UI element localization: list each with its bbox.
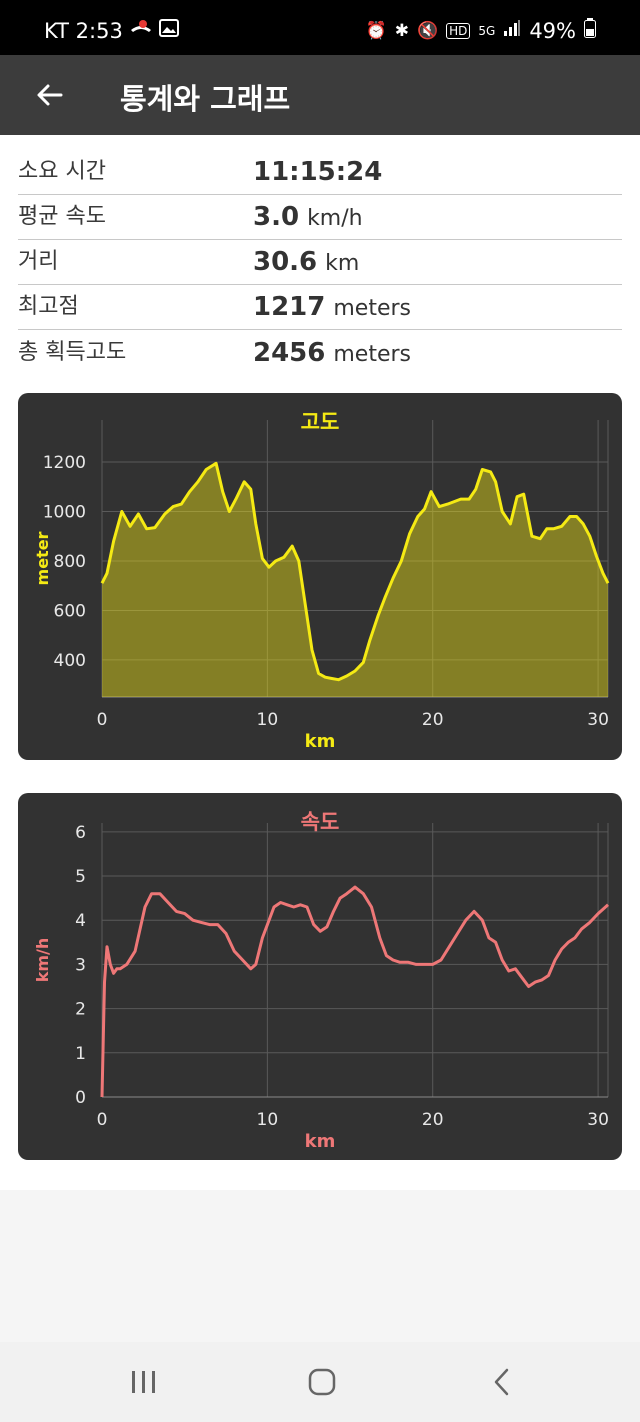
app-bar: 통계와 그래프 (0, 55, 640, 135)
stat-number: 3.0 (253, 202, 300, 232)
signal-icon (503, 20, 521, 41)
battery-icon (584, 18, 596, 43)
series-area (102, 463, 608, 697)
elevation-chart-card: 0 10 20 30 400 600 800 1000 1200 고도 km meter (18, 393, 622, 760)
stat-row: 거리 30.6 km (18, 240, 622, 285)
nav-back-icon (494, 1368, 509, 1396)
x-tick-label: 0 (97, 710, 108, 730)
bluetooth-icon: ✱ (394, 20, 409, 41)
chart-title: 고도 (301, 410, 340, 434)
y-tick-label: 6 (75, 823, 86, 843)
mute-icon: 🔇 (416, 20, 439, 41)
x-tick-label: 20 (422, 1110, 444, 1130)
x-tick-label: 30 (587, 710, 609, 730)
x-tick-label: 0 (97, 1110, 108, 1130)
stat-number: 30.6 (253, 247, 318, 277)
y-tick-label: 1 (75, 1044, 86, 1064)
y-tick-label: 800 (54, 552, 86, 572)
chart-title: 속도 (301, 810, 340, 834)
stat-row: 최고점 1217 meters (18, 285, 622, 330)
y-tick-label: 3 (75, 955, 86, 975)
y-tick-label: 0 (75, 1088, 86, 1108)
home-button[interactable] (292, 1362, 352, 1402)
y-axis-label: meter (33, 531, 52, 585)
nav-back-button[interactable] (472, 1362, 532, 1402)
stat-row: 총 획득고도 2456 meters (18, 330, 622, 375)
stat-value: 1217 meters (253, 292, 411, 322)
stat-unit: km (325, 251, 360, 276)
stat-row: 소요 시간 11:15:24 (18, 150, 622, 195)
stat-value: 2456 meters (253, 338, 411, 368)
stat-number: 1217 (253, 292, 326, 322)
stat-number: 11:15:24 (253, 157, 383, 187)
y-axis-label: km/h (33, 938, 52, 983)
network-5g-icon: 5G (478, 23, 496, 38)
stat-label: 총 획득고도 (18, 340, 127, 365)
recent-apps-icon (132, 1371, 155, 1393)
stat-label: 최고점 (18, 294, 79, 319)
y-tick-label: 400 (54, 651, 86, 671)
stat-number: 2456 (253, 338, 326, 368)
status-left: KT 2:53 (44, 18, 179, 43)
x-tick-label: 30 (587, 1110, 609, 1130)
y-tick-label: 5 (75, 867, 86, 887)
stat-row: 평균 속도 3.0 km/h (18, 195, 622, 240)
content-area: 소요 시간 11:15:24 평균 속도 3.0 km/h 거리 30.6 km 최고점 1217… (0, 135, 640, 1190)
hd-voice-icon: HD (446, 22, 471, 39)
system-navigation-bar (0, 1342, 640, 1422)
stat-unit: meters (333, 296, 412, 321)
stat-unit: meters (333, 342, 412, 367)
series-line (100, 461, 610, 682)
elevation-chart: 0 10 20 30 400 600 800 1000 1200 고도 km meter (33, 410, 610, 752)
speed-chart: 0 10 20 30 0 1 2 3 4 5 6 속도 km km/h (33, 810, 609, 1152)
x-axis-label: km (305, 1131, 336, 1152)
arrow-left-icon (37, 84, 63, 106)
series-line (100, 885, 609, 1098)
carrier-time: KT 2:53 (44, 18, 123, 43)
status-right: ⏰ ✱ 🔇 HD 5G 49% (366, 18, 596, 43)
stat-value: 3.0 km/h (253, 202, 363, 232)
gallery-icon (158, 19, 179, 42)
x-tick-label: 10 (257, 1110, 279, 1130)
x-tick-label: 20 (422, 710, 444, 730)
notification-location-icon (129, 18, 153, 43)
x-tick-label: 10 (257, 710, 279, 730)
stat-label: 거리 (18, 249, 59, 274)
x-axis-label: km (305, 731, 336, 752)
stat-value: 11:15:24 (253, 157, 390, 187)
y-tick-label: 600 (54, 601, 86, 621)
y-tick-label: 1000 (43, 503, 86, 523)
stat-label: 소요 시간 (18, 159, 106, 184)
y-tick-label: 4 (75, 911, 86, 931)
stat-label: 평균 속도 (18, 204, 106, 229)
speed-chart-card: 0 10 20 30 0 1 2 3 4 5 6 속도 km km/h (18, 793, 622, 1160)
recent-apps-button[interactable] (114, 1362, 174, 1402)
y-tick-label: 2 (75, 1000, 86, 1020)
stat-value: 30.6 km (253, 247, 359, 277)
battery-percentage: 49% (529, 18, 576, 43)
home-icon (308, 1368, 336, 1396)
alarm-icon: ⏰ (365, 20, 387, 41)
page-title: 통계와 그래프 (120, 82, 291, 116)
stat-unit: km/h (307, 206, 363, 231)
status-bar: KT 2:53 ⏰ ✱ 🔇 HD 5G 49% (0, 0, 640, 55)
back-button[interactable] (26, 71, 74, 119)
y-tick-label: 1200 (43, 453, 86, 473)
